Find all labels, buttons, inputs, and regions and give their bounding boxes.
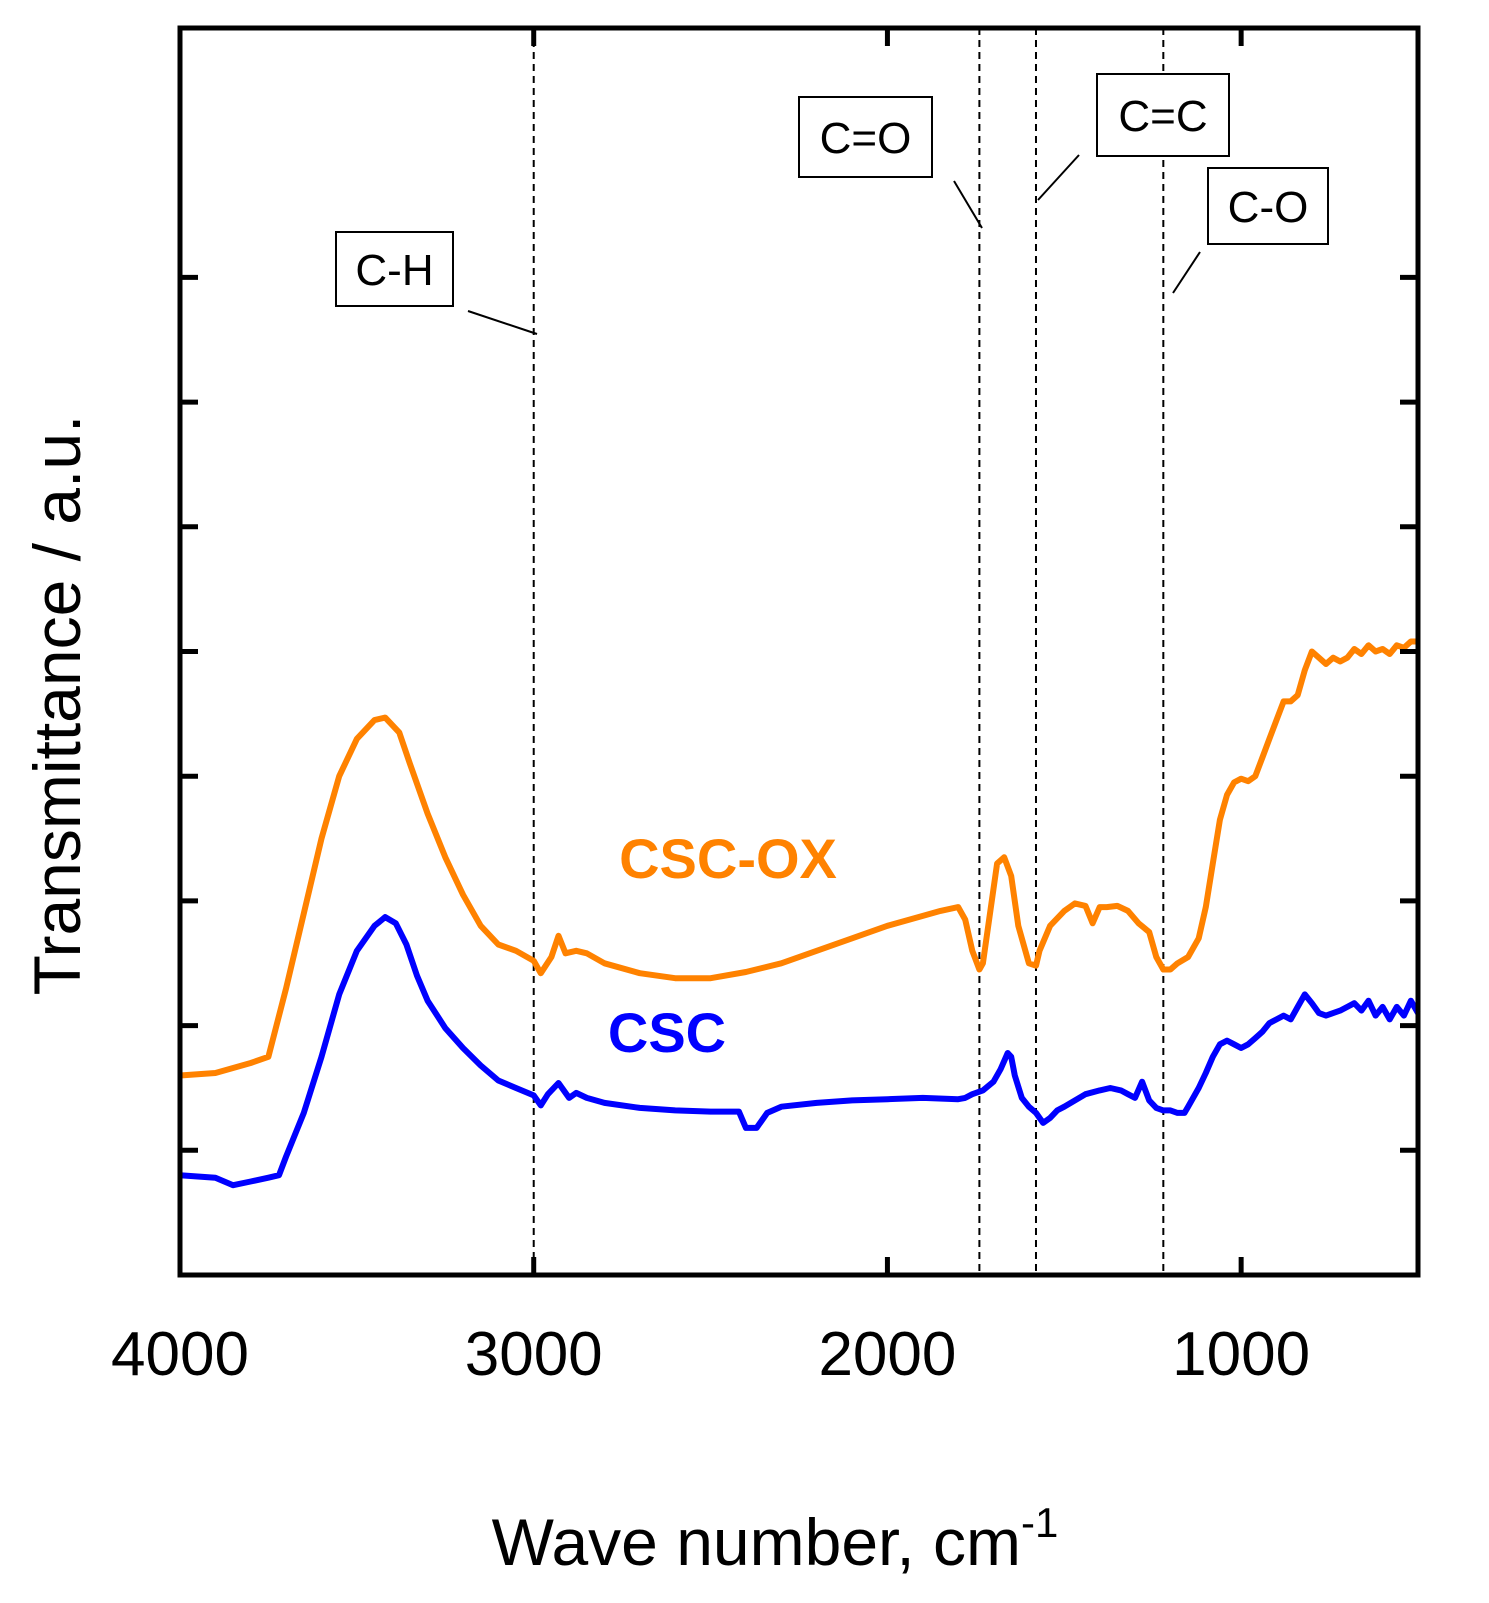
x-tick-label: 2000 bbox=[818, 1320, 956, 1389]
x-axis-title: Wave number, cm-1 bbox=[492, 1499, 1059, 1579]
annotation-0: C-H bbox=[335, 231, 538, 335]
x-tick-labels: 4000 3000 2000 1000 bbox=[111, 1320, 1310, 1389]
annotation-2: C=C bbox=[1037, 73, 1230, 201]
x-axis-title-superscript: -1 bbox=[1021, 1499, 1058, 1546]
peak-annotations: C-H C=O C=C C-O bbox=[335, 73, 1329, 335]
annotation-box bbox=[335, 231, 454, 307]
annotation-box bbox=[1207, 167, 1329, 245]
x-tick-label: 1000 bbox=[1172, 1320, 1310, 1389]
x-tick-label: 4000 bbox=[111, 1320, 249, 1389]
reference-lines bbox=[532, 28, 1165, 1275]
x-axis-title-main: Wave number, cm bbox=[492, 1505, 1021, 1579]
axis-ticks bbox=[177, 28, 1418, 1275]
annotation-leader bbox=[953, 180, 983, 229]
annotation-1: C=O bbox=[798, 96, 983, 229]
annotation-box bbox=[1096, 73, 1230, 157]
series-line-csc bbox=[179, 914, 1421, 1189]
annotation-leader bbox=[467, 310, 538, 335]
series-lines bbox=[179, 638, 1421, 1189]
annotation-3: C-O bbox=[1172, 167, 1329, 294]
annotation-leader bbox=[1172, 251, 1201, 294]
series-label: CSC bbox=[608, 1001, 726, 1064]
series-label: CSC-OX bbox=[619, 827, 837, 890]
y-axis-title: Transmittance / a.u. bbox=[20, 415, 94, 996]
annotation-label: C=O bbox=[820, 114, 912, 163]
x-tick-label: 3000 bbox=[465, 1320, 603, 1389]
annotation-box bbox=[798, 96, 933, 178]
series-line-csc-ox bbox=[179, 638, 1418, 1079]
annotation-leader bbox=[1037, 154, 1080, 201]
annotation-label: C=C bbox=[1118, 92, 1207, 141]
annotation-label: C-H bbox=[355, 246, 433, 295]
annotation-label: C-O bbox=[1228, 183, 1309, 232]
series-labels: CSC-OX CSC bbox=[608, 827, 837, 1064]
